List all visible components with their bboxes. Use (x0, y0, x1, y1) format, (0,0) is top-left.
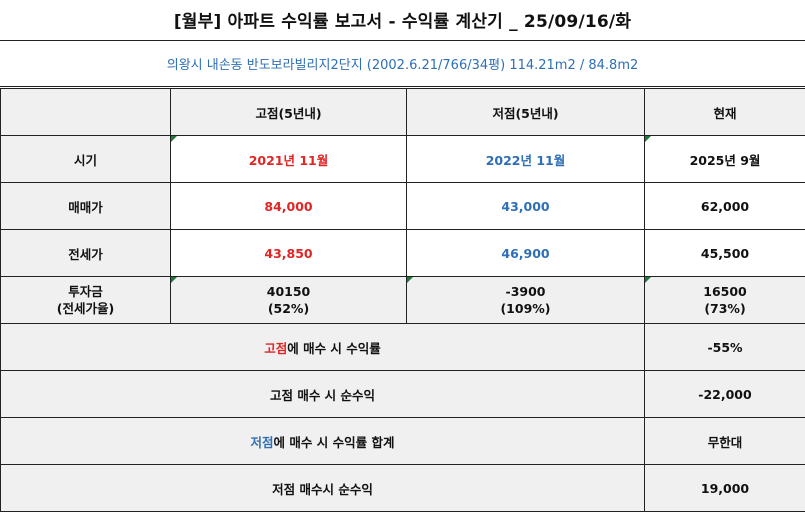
property-subtitle: 의왕시 내손동 반도보라빌리지2단지 (2002.6.21/766/34평) 1… (0, 40, 805, 87)
summary-label-high-rate: 고점에 매수 시 수익률 (1, 324, 645, 371)
summary-row-low-profit: 저점 매수시 순수익 19,000 (1, 465, 805, 512)
header-row: 고점(5년내) 저점(5년내) 현재 (1, 89, 805, 136)
invest-now-amount: 16500 (645, 283, 805, 300)
cell-sale-high: 84,000 (171, 183, 407, 230)
summary-label-low-profit: 저점 매수시 순수익 (1, 465, 645, 512)
cell-period-now: 2025년 9월 (645, 136, 805, 183)
high-point-word: 고점 (264, 341, 287, 356)
high-rate-text: 에 매수 시 수익률 (287, 341, 381, 356)
jeonse-ratio-label: (전세가율) (1, 300, 170, 317)
cell-sale-low: 43,000 (407, 183, 645, 230)
header-now: 현재 (645, 89, 805, 136)
summary-row-high-profit: 고점 매수 시 순수익 -22,000 (1, 371, 805, 418)
invest-low-ratio: (109%) (407, 300, 644, 317)
invest-now-ratio: (73%) (645, 300, 805, 317)
invest-high-amount: 40150 (171, 283, 406, 300)
summary-value-high-rate: -55% (645, 324, 805, 371)
cell-period-low: 2022년 11월 (407, 136, 645, 183)
cell-jeonse-now: 45,500 (645, 230, 805, 277)
summary-label-high-profit: 고점 매수 시 순수익 (1, 371, 645, 418)
yield-calculator-table: 고점(5년내) 저점(5년내) 현재 시기 2021년 11월 2022년 11… (0, 88, 805, 512)
cell-invest-now: 16500 (73%) (645, 277, 805, 324)
invest-high-ratio: (52%) (171, 300, 406, 317)
invest-low-amount: -3900 (407, 283, 644, 300)
invest-label: 투자금 (1, 283, 170, 300)
table-row: 시기 2021년 11월 2022년 11월 2025년 9월 (1, 136, 805, 183)
header-corner (1, 89, 171, 136)
cell-invest-high: 40150 (52%) (171, 277, 407, 324)
header-high: 고점(5년내) (171, 89, 407, 136)
summary-row-low-rate: 저점에 매수 시 수익률 합계 무한대 (1, 418, 805, 465)
low-rate-text: 에 매수 시 수익률 합계 (274, 435, 395, 450)
low-point-word: 저점 (251, 435, 274, 450)
summary-value-low-profit: 19,000 (645, 465, 805, 512)
summary-label-low-rate: 저점에 매수 시 수익률 합계 (1, 418, 645, 465)
cell-period-high: 2021년 11월 (171, 136, 407, 183)
summary-row-high-rate: 고점에 매수 시 수익률 -55% (1, 324, 805, 371)
cell-invest-low: -3900 (109%) (407, 277, 645, 324)
table-row: 투자금 (전세가율) 40150 (52%) -3900 (109%) 1650… (1, 277, 805, 324)
summary-value-low-rate: 무한대 (645, 418, 805, 465)
table-row: 전세가 43,850 46,900 45,500 (1, 230, 805, 277)
cell-jeonse-low: 46,900 (407, 230, 645, 277)
row-label-sale: 매매가 (1, 183, 171, 230)
row-label-invest: 투자금 (전세가율) (1, 277, 171, 324)
cell-jeonse-high: 43,850 (171, 230, 407, 277)
report-title: [월부] 아파트 수익률 보고서 - 수익률 계산기 _ 25/09/16/화 (0, 0, 805, 38)
table-row: 매매가 84,000 43,000 62,000 (1, 183, 805, 230)
cell-sale-now: 62,000 (645, 183, 805, 230)
summary-value-high-profit: -22,000 (645, 371, 805, 418)
row-label-jeonse: 전세가 (1, 230, 171, 277)
row-label-period: 시기 (1, 136, 171, 183)
header-low: 저점(5년내) (407, 89, 645, 136)
